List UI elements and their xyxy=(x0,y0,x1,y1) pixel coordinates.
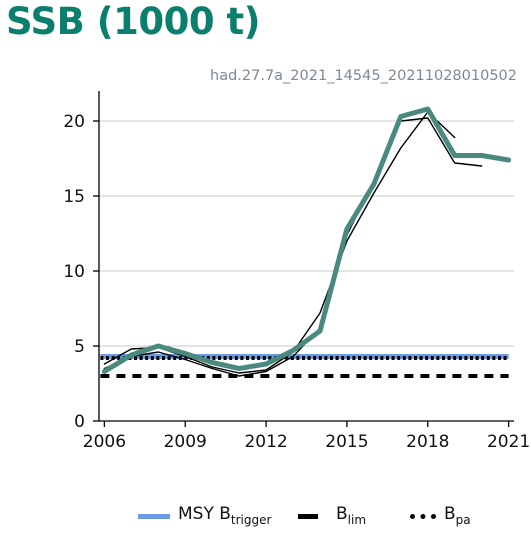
series-lines xyxy=(101,106,512,377)
chart-title: SSB (1000 t) xyxy=(6,0,261,43)
legend: MSY Btrigger Blim Bpa xyxy=(0,498,531,534)
series-line-assessment-2 xyxy=(101,106,512,374)
legend-label-blim: Blim xyxy=(336,504,367,527)
legend-swatch-dotted xyxy=(410,514,436,519)
chart-subtitle: had.27.7a_2021_14545_20211028010502 xyxy=(210,68,517,84)
legend-label-msy-btrigger: MSY Btrigger xyxy=(178,504,272,527)
x-tick-label-2006: 2006 xyxy=(83,432,126,452)
y-tick-label-10: 10 xyxy=(63,262,85,282)
y-tick-label-15: 15 xyxy=(63,187,85,207)
reference-lines xyxy=(100,354,509,378)
line-chart: 0 5 10 15 20 2006 2009 2012 2015 2018 2021 xyxy=(63,91,530,452)
legend-swatch-dashed xyxy=(298,514,318,519)
x-tick-label-2018: 2018 xyxy=(406,432,449,452)
series-line-retrospective-1 xyxy=(103,117,483,377)
y-tick-label-0: 0 xyxy=(74,412,85,432)
y-tick-label-5: 5 xyxy=(74,337,85,357)
x-tick-label-2009: 2009 xyxy=(164,432,207,452)
axes xyxy=(93,91,514,427)
x-tick-label-2012: 2012 xyxy=(244,432,287,452)
series-line-retrospective-0 xyxy=(103,111,456,374)
y-tick-label-20: 20 xyxy=(63,112,85,132)
x-tick-label-2021: 2021 xyxy=(487,432,530,452)
legend-swatch-solid xyxy=(138,514,170,519)
gridlines xyxy=(99,120,514,347)
tick-labels: 0 5 10 15 20 2006 2009 2012 2015 2018 2021 xyxy=(63,112,530,452)
x-tick-label-2015: 2015 xyxy=(325,432,368,452)
legend-label-bpa: Bpa xyxy=(444,504,471,527)
